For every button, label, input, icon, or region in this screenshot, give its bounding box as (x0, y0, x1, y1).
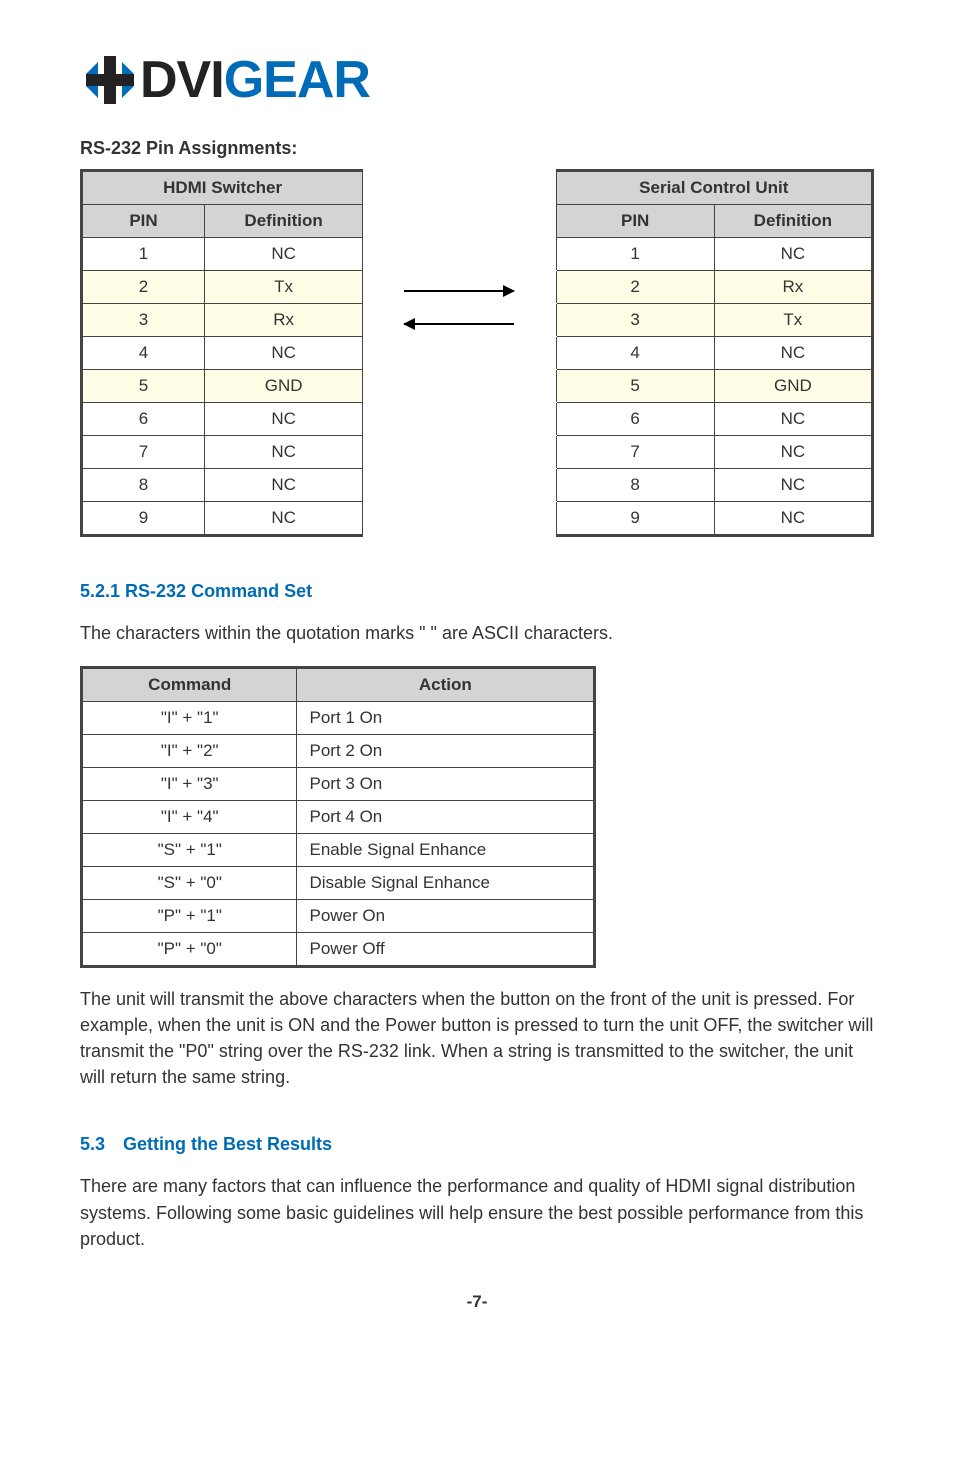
serial-def-cell: NC (714, 436, 872, 469)
arrow-cell (363, 403, 556, 436)
logo-text-blue: GEAR (224, 51, 370, 109)
serial-pin-cell: 1 (556, 238, 714, 271)
arrow-cell (363, 238, 556, 271)
arrow-cell (363, 436, 556, 469)
action-cell: Enable Signal Enhance (297, 834, 595, 867)
pin-cell: 1 (82, 238, 205, 271)
action-cell: Port 1 On (297, 702, 595, 735)
page-number: -7- (80, 1292, 874, 1312)
pin-cell: 4 (82, 337, 205, 370)
command-cell: "I" + "2" (82, 735, 297, 768)
pin-cell: 7 (82, 436, 205, 469)
logo-text-plain: DVI (140, 51, 224, 109)
logo: DVIGEAR (80, 50, 874, 110)
action-cell: Port 3 On (297, 768, 595, 801)
hdmi-def-cell: NC (205, 502, 363, 536)
command-cell: "I" + "4" (82, 801, 297, 834)
col-def-right: Definition (714, 205, 872, 238)
serial-def-cell: NC (714, 403, 872, 436)
serial-pin-cell: 9 (556, 502, 714, 536)
col-pin-left: PIN (82, 205, 205, 238)
serial-def-cell: Rx (714, 271, 872, 304)
logo-text: DVIGEAR (140, 50, 370, 110)
action-cell: Port 2 On (297, 735, 595, 768)
serial-control-header: Serial Control Unit (556, 171, 872, 205)
pin-cell: 6 (82, 403, 205, 436)
command-cell: "S" + "0" (82, 867, 297, 900)
arrow-cell (363, 370, 556, 403)
arrow-cell (363, 304, 556, 337)
command-set-intro: The characters within the quotation mark… (80, 620, 874, 646)
hdmi-switcher-header: HDMI Switcher (82, 171, 363, 205)
command-cell: "I" + "3" (82, 768, 297, 801)
hdmi-def-cell: NC (205, 238, 363, 271)
serial-def-cell: NC (714, 337, 872, 370)
serial-pin-cell: 6 (556, 403, 714, 436)
serial-def-cell: GND (714, 370, 872, 403)
pin-cell: 3 (82, 304, 205, 337)
command-cell: "P" + "1" (82, 900, 297, 933)
command-cell: "P" + "0" (82, 933, 297, 967)
serial-pin-cell: 5 (556, 370, 714, 403)
hdmi-def-cell: NC (205, 436, 363, 469)
pin-cell: 9 (82, 502, 205, 536)
arrow-cell (363, 271, 556, 304)
pin-cell: 8 (82, 469, 205, 502)
serial-pin-cell: 4 (556, 337, 714, 370)
pin-cell: 2 (82, 271, 205, 304)
action-cell: Power On (297, 900, 595, 933)
hdmi-def-cell: Tx (205, 271, 363, 304)
col-command: Command (82, 668, 297, 702)
hdmi-def-cell: NC (205, 403, 363, 436)
command-cell: "S" + "1" (82, 834, 297, 867)
col-pin-right: PIN (556, 205, 714, 238)
hdmi-def-cell: GND (205, 370, 363, 403)
serial-pin-cell: 8 (556, 469, 714, 502)
col-def-left: Definition (205, 205, 363, 238)
serial-def-cell: NC (714, 238, 872, 271)
hdmi-def-cell: Rx (205, 304, 363, 337)
serial-pin-cell: 3 (556, 304, 714, 337)
pin-cell: 5 (82, 370, 205, 403)
serial-pin-cell: 2 (556, 271, 714, 304)
arrow-cell (363, 502, 556, 536)
best-results-heading: 5.3 Getting the Best Results (80, 1134, 874, 1155)
serial-pin-cell: 7 (556, 436, 714, 469)
arrow-cell (363, 469, 556, 502)
logo-icon (80, 54, 140, 106)
action-cell: Disable Signal Enhance (297, 867, 595, 900)
arrow-left-icon (404, 323, 514, 325)
hdmi-def-cell: NC (205, 469, 363, 502)
action-cell: Port 4 On (297, 801, 595, 834)
col-action: Action (297, 668, 595, 702)
serial-def-cell: NC (714, 502, 872, 536)
command-cell: "I" + "1" (82, 702, 297, 735)
command-set-heading: 5.2.1 RS-232 Command Set (80, 581, 874, 602)
arrow-right-icon (404, 290, 514, 292)
best-results-para: There are many factors that can influenc… (80, 1173, 874, 1251)
serial-def-cell: NC (714, 469, 872, 502)
hdmi-def-cell: NC (205, 337, 363, 370)
command-table: Command Action "I" + "1"Port 1 On"I" + "… (80, 666, 596, 968)
pin-assignments-label: RS-232 Pin Assignments: (80, 138, 874, 159)
action-cell: Power Off (297, 933, 595, 967)
arrow-cell (363, 337, 556, 370)
pin-assignments-table: HDMI Switcher Serial Control Unit PIN De… (80, 169, 874, 537)
command-post-para: The unit will transmit the above charact… (80, 986, 874, 1090)
serial-def-cell: Tx (714, 304, 872, 337)
